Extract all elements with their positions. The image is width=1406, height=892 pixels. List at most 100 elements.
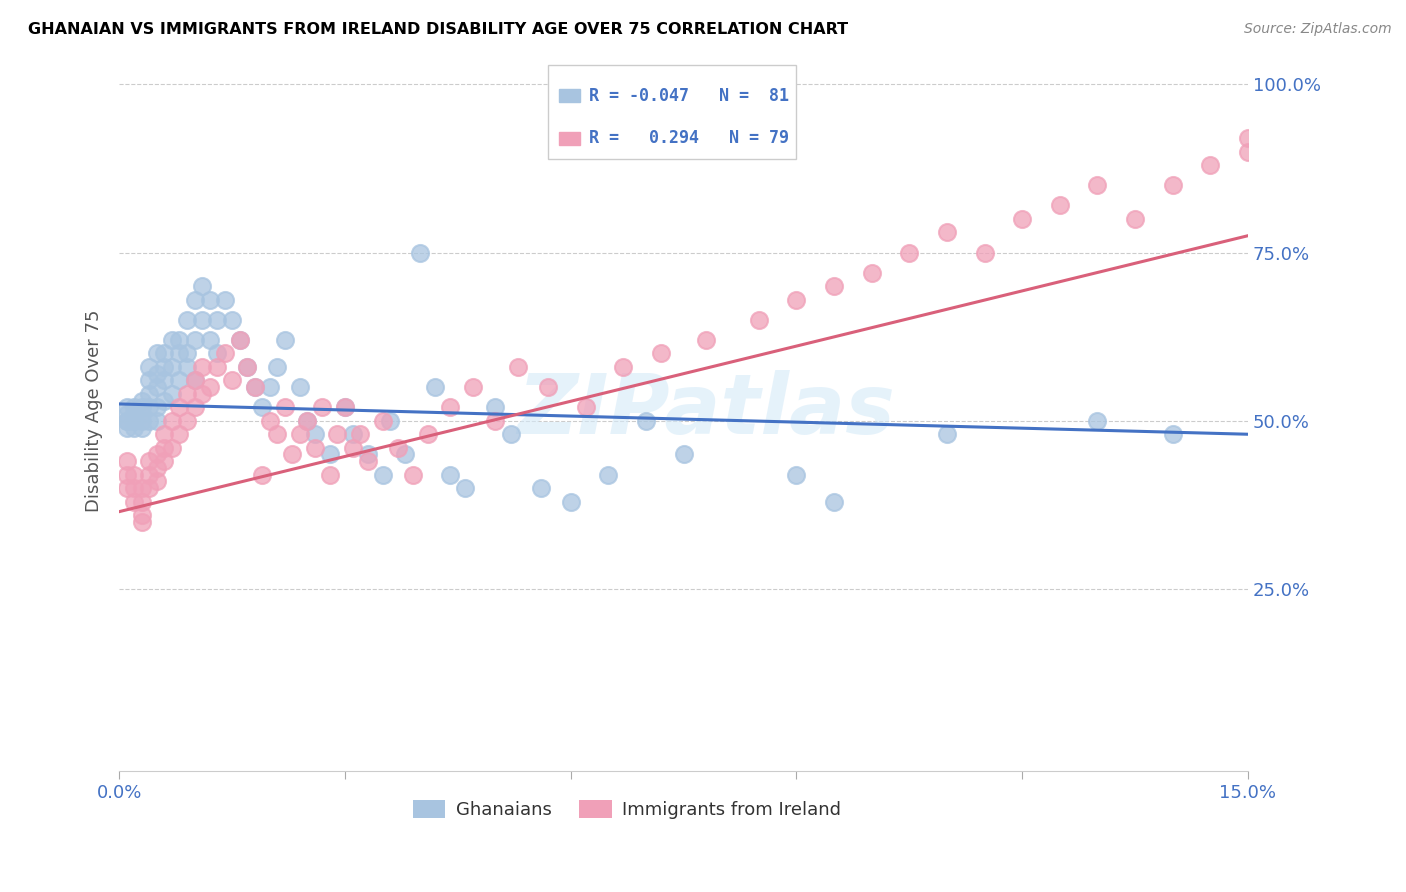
Point — [124, 420, 146, 434]
Point — [183, 293, 205, 307]
Point — [115, 401, 138, 415]
Point — [499, 427, 522, 442]
Point — [560, 494, 582, 508]
Point — [205, 359, 228, 374]
Point — [672, 447, 695, 461]
Point — [169, 333, 191, 347]
Point — [115, 414, 138, 428]
Point — [183, 373, 205, 387]
Point — [221, 313, 243, 327]
Point — [124, 494, 146, 508]
Point — [198, 293, 221, 307]
Point — [259, 380, 281, 394]
Point — [198, 380, 221, 394]
Point — [378, 414, 401, 428]
Text: R = -0.047   N =  81: R = -0.047 N = 81 — [589, 87, 789, 105]
Point — [160, 414, 183, 428]
Point — [1085, 414, 1108, 428]
Point — [153, 393, 176, 408]
Point — [176, 346, 198, 360]
Point — [169, 427, 191, 442]
Point — [650, 346, 672, 360]
Point — [748, 313, 770, 327]
Point — [138, 481, 160, 495]
Point — [288, 427, 311, 442]
Point — [153, 373, 176, 387]
Point — [124, 401, 146, 415]
Point — [138, 387, 160, 401]
Point — [228, 333, 250, 347]
Point — [1049, 198, 1071, 212]
Point — [342, 441, 364, 455]
Point — [191, 279, 214, 293]
Point — [131, 515, 153, 529]
Point — [274, 333, 297, 347]
Point — [160, 359, 183, 374]
Point — [124, 407, 146, 421]
Point — [160, 441, 183, 455]
Point — [138, 401, 160, 415]
Point — [1011, 211, 1033, 226]
Point — [935, 225, 957, 239]
Point — [153, 427, 176, 442]
Point — [1237, 131, 1260, 145]
Point — [131, 481, 153, 495]
Point — [138, 359, 160, 374]
Point — [176, 387, 198, 401]
Point — [529, 481, 551, 495]
Point — [274, 401, 297, 415]
Point — [356, 454, 378, 468]
Bar — [560, 132, 579, 145]
Point — [506, 359, 529, 374]
Point — [1161, 178, 1184, 193]
Point — [205, 346, 228, 360]
Point — [371, 467, 394, 482]
Point — [252, 401, 274, 415]
FancyBboxPatch shape — [548, 65, 796, 159]
Point — [387, 441, 409, 455]
Point — [311, 401, 333, 415]
Point — [176, 359, 198, 374]
Point — [1237, 145, 1260, 159]
Legend: Ghanaians, Immigrants from Ireland: Ghanaians, Immigrants from Ireland — [405, 793, 849, 827]
Point — [898, 245, 921, 260]
Point — [183, 373, 205, 387]
Point — [439, 401, 461, 415]
Point — [131, 414, 153, 428]
Point — [221, 373, 243, 387]
Point — [860, 266, 883, 280]
Point — [131, 420, 153, 434]
Point — [198, 333, 221, 347]
Point — [935, 427, 957, 442]
Point — [131, 393, 153, 408]
Point — [439, 467, 461, 482]
Point — [214, 293, 236, 307]
Point — [612, 359, 634, 374]
Point — [131, 494, 153, 508]
Point — [146, 346, 169, 360]
Point — [160, 333, 183, 347]
Point — [160, 387, 183, 401]
Point — [169, 346, 191, 360]
Point — [319, 447, 342, 461]
Point — [333, 401, 356, 415]
Point — [115, 414, 138, 428]
Point — [124, 481, 146, 495]
Point — [131, 407, 153, 421]
Point — [575, 401, 598, 415]
Point — [823, 494, 845, 508]
Point — [146, 447, 169, 461]
Point — [288, 380, 311, 394]
Point — [319, 467, 342, 482]
Point — [115, 420, 138, 434]
Point — [409, 245, 432, 260]
Point — [124, 414, 146, 428]
Point — [183, 333, 205, 347]
Point — [416, 427, 439, 442]
Point — [333, 401, 356, 415]
Point — [425, 380, 447, 394]
Point — [252, 467, 274, 482]
Point — [484, 401, 506, 415]
Text: Source: ZipAtlas.com: Source: ZipAtlas.com — [1244, 22, 1392, 37]
Point — [394, 447, 416, 461]
